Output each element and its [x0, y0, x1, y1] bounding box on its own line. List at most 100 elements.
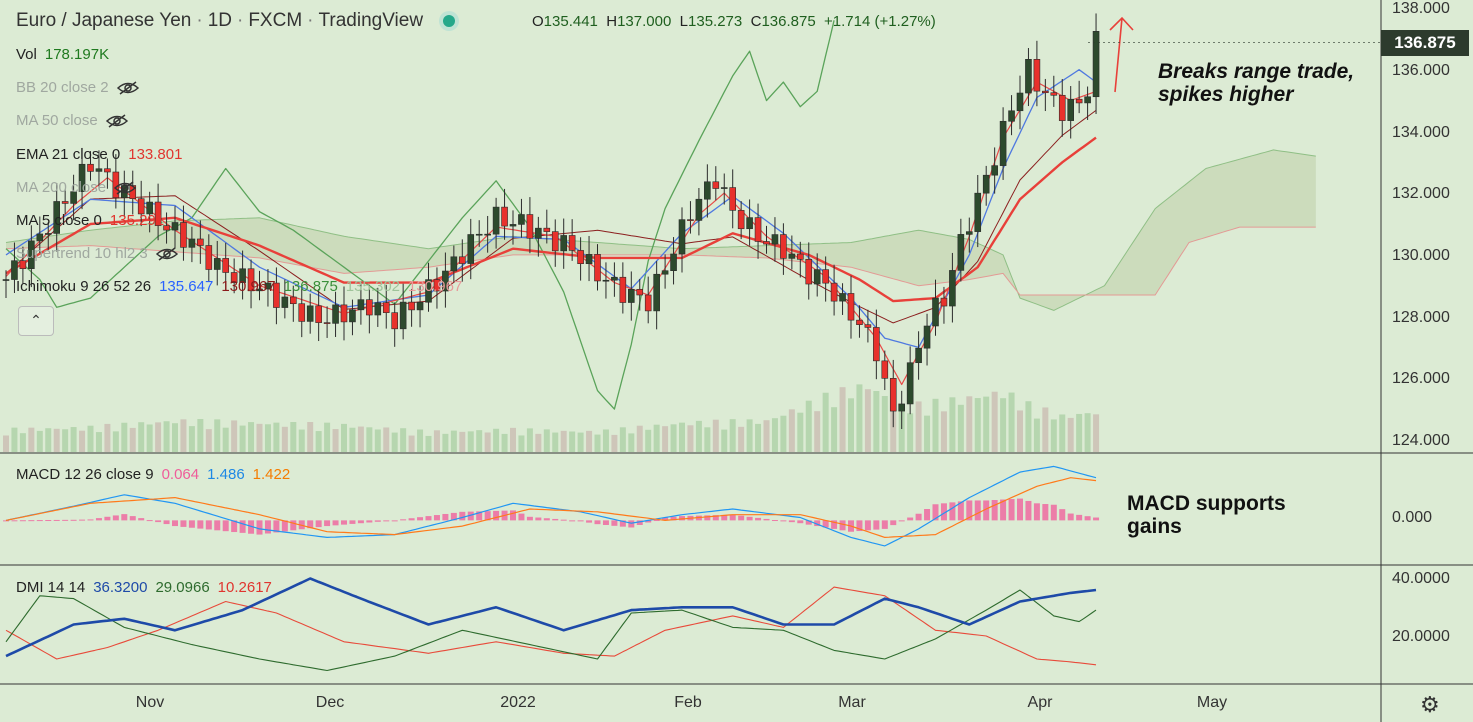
- macd-histogram-bar: [1067, 513, 1074, 521]
- symbol-name[interactable]: Euro / Japanese Yen: [16, 10, 192, 31]
- macd-histogram-bar: [433, 515, 440, 521]
- legend-bb[interactable]: BB 20 close 2: [16, 79, 139, 96]
- volume-bar: [670, 424, 677, 452]
- collapse-legend-button[interactable]: ⌃: [18, 306, 54, 336]
- macd-histogram-bar: [755, 517, 762, 521]
- macd-histogram-bar: [602, 520, 609, 525]
- hidden-eye-icon[interactable]: [116, 81, 139, 95]
- candle-down: [222, 258, 229, 273]
- candle-up: [982, 174, 990, 194]
- candle-up: [281, 296, 289, 308]
- legend-ichimoku[interactable]: Ichimoku 9 26 52 26 135.647 130.967 136.875…: [16, 278, 463, 295]
- volume-bar: [1084, 413, 1091, 452]
- volume-bar: [526, 428, 533, 452]
- low-value: 135.273: [688, 13, 743, 30]
- candle-down: [687, 219, 694, 221]
- candle-down: [805, 259, 813, 285]
- macd-histogram-bar: [138, 518, 145, 521]
- macd-histogram-bar: [670, 516, 677, 521]
- legend-ma50[interactable]: MA 50 close: [16, 112, 128, 129]
- candle-down: [873, 327, 880, 362]
- candle-up: [670, 253, 677, 271]
- macd-histogram-bar: [771, 520, 778, 522]
- macd-histogram-bar: [957, 501, 964, 521]
- macd-histogram-bar: [839, 520, 846, 531]
- volume-bar: [746, 419, 753, 452]
- macd-histogram-bar: [180, 520, 187, 527]
- y-tick: 124.000: [1392, 432, 1450, 449]
- macd-histogram-bar: [974, 500, 981, 521]
- macd-histogram-bar: [1008, 499, 1015, 521]
- legend-ma200[interactable]: MA 200 close: [16, 179, 137, 196]
- macd-histogram-bar: [1050, 504, 1057, 521]
- volume-bar: [112, 431, 119, 452]
- candle-down: [543, 227, 551, 232]
- macd-histogram-bar: [79, 519, 86, 521]
- settings-gear-icon[interactable]: ⚙: [1420, 692, 1440, 717]
- macd-histogram-bar: [864, 520, 871, 531]
- symbol-header[interactable]: Euro / Japanese Yen · 1D · FXCM · TradingView: [16, 10, 467, 32]
- volume-bar: [417, 429, 424, 452]
- volume-bar: [484, 432, 491, 452]
- macd-line: [5, 465, 1097, 547]
- candle-down: [289, 296, 297, 305]
- macd-histogram-bar: [940, 503, 947, 521]
- high-value: 137.000: [617, 13, 672, 30]
- legend-ma5[interactable]: MA 5 close 0 135.291: [16, 212, 165, 229]
- volume-bar: [163, 421, 170, 452]
- x-tick: Mar: [838, 694, 866, 711]
- volume-bar: [3, 435, 9, 452]
- volume-bar: [1000, 398, 1007, 452]
- volume-bar: [19, 433, 26, 452]
- candle-up: [416, 301, 424, 311]
- y-tick-dmi: 20.0000: [1392, 628, 1450, 645]
- legend-vol[interactable]: Vol 178.197K: [16, 46, 110, 63]
- candle-up: [256, 288, 263, 292]
- x-tick: May: [1196, 694, 1228, 711]
- candle-up: [1025, 59, 1032, 94]
- volume-bar: [915, 401, 922, 452]
- macd-histogram-bar: [594, 520, 601, 525]
- timeframe[interactable]: 1D: [207, 10, 232, 31]
- candle-up: [374, 302, 382, 316]
- candle-up: [704, 181, 711, 200]
- volume-bar: [281, 426, 288, 452]
- macd-histogram-bar: [577, 520, 584, 522]
- legend-macd[interactable]: MACD 12 26 close 9 0.064 1.486 1.422: [16, 466, 291, 483]
- macd-histogram-bar: [129, 516, 136, 521]
- hidden-eye-icon[interactable]: [155, 247, 178, 261]
- candle-up: [1084, 96, 1091, 104]
- hidden-eye-icon[interactable]: [114, 181, 137, 195]
- legend-supertrend[interactable]: Supertrend 10 hl2 3: [16, 245, 178, 262]
- volume-bar: [940, 411, 947, 452]
- volume-bar: [848, 398, 854, 452]
- volume-bar: [425, 435, 432, 452]
- volume-bar: [695, 420, 702, 452]
- macd-histogram-bar: [510, 510, 516, 521]
- ema21-line: [5, 136, 1097, 303]
- market-status-icon: [443, 14, 456, 27]
- macd-histogram-bar: [907, 517, 914, 521]
- y-tick: 138.000: [1392, 0, 1450, 17]
- candle-down: [526, 214, 534, 239]
- volume-bar: [155, 422, 162, 452]
- candle-down: [619, 276, 627, 303]
- hidden-eye-icon[interactable]: [105, 114, 128, 128]
- volume-bar: [36, 430, 43, 452]
- volume-bar: [45, 428, 52, 452]
- macd-histogram-bar: [205, 520, 212, 530]
- legend-ema21[interactable]: EMA 21 close 0 133.801: [16, 146, 183, 163]
- volume-bar: [619, 427, 626, 452]
- candle-up: [906, 362, 914, 405]
- macd-histogram-bar: [983, 500, 990, 521]
- macd-histogram-bar: [163, 520, 170, 525]
- macd-histogram-bar: [915, 513, 922, 521]
- candle-down: [712, 181, 720, 189]
- candle-up: [264, 282, 272, 290]
- candle-up: [695, 198, 703, 221]
- y-tick-macd: 0.000: [1392, 509, 1433, 526]
- legend-dmi[interactable]: DMI 14 14 36.3200 29.0966 10.2617: [16, 579, 272, 596]
- macd-histogram-bar: [873, 520, 880, 530]
- macd-histogram-bar: [3, 520, 9, 522]
